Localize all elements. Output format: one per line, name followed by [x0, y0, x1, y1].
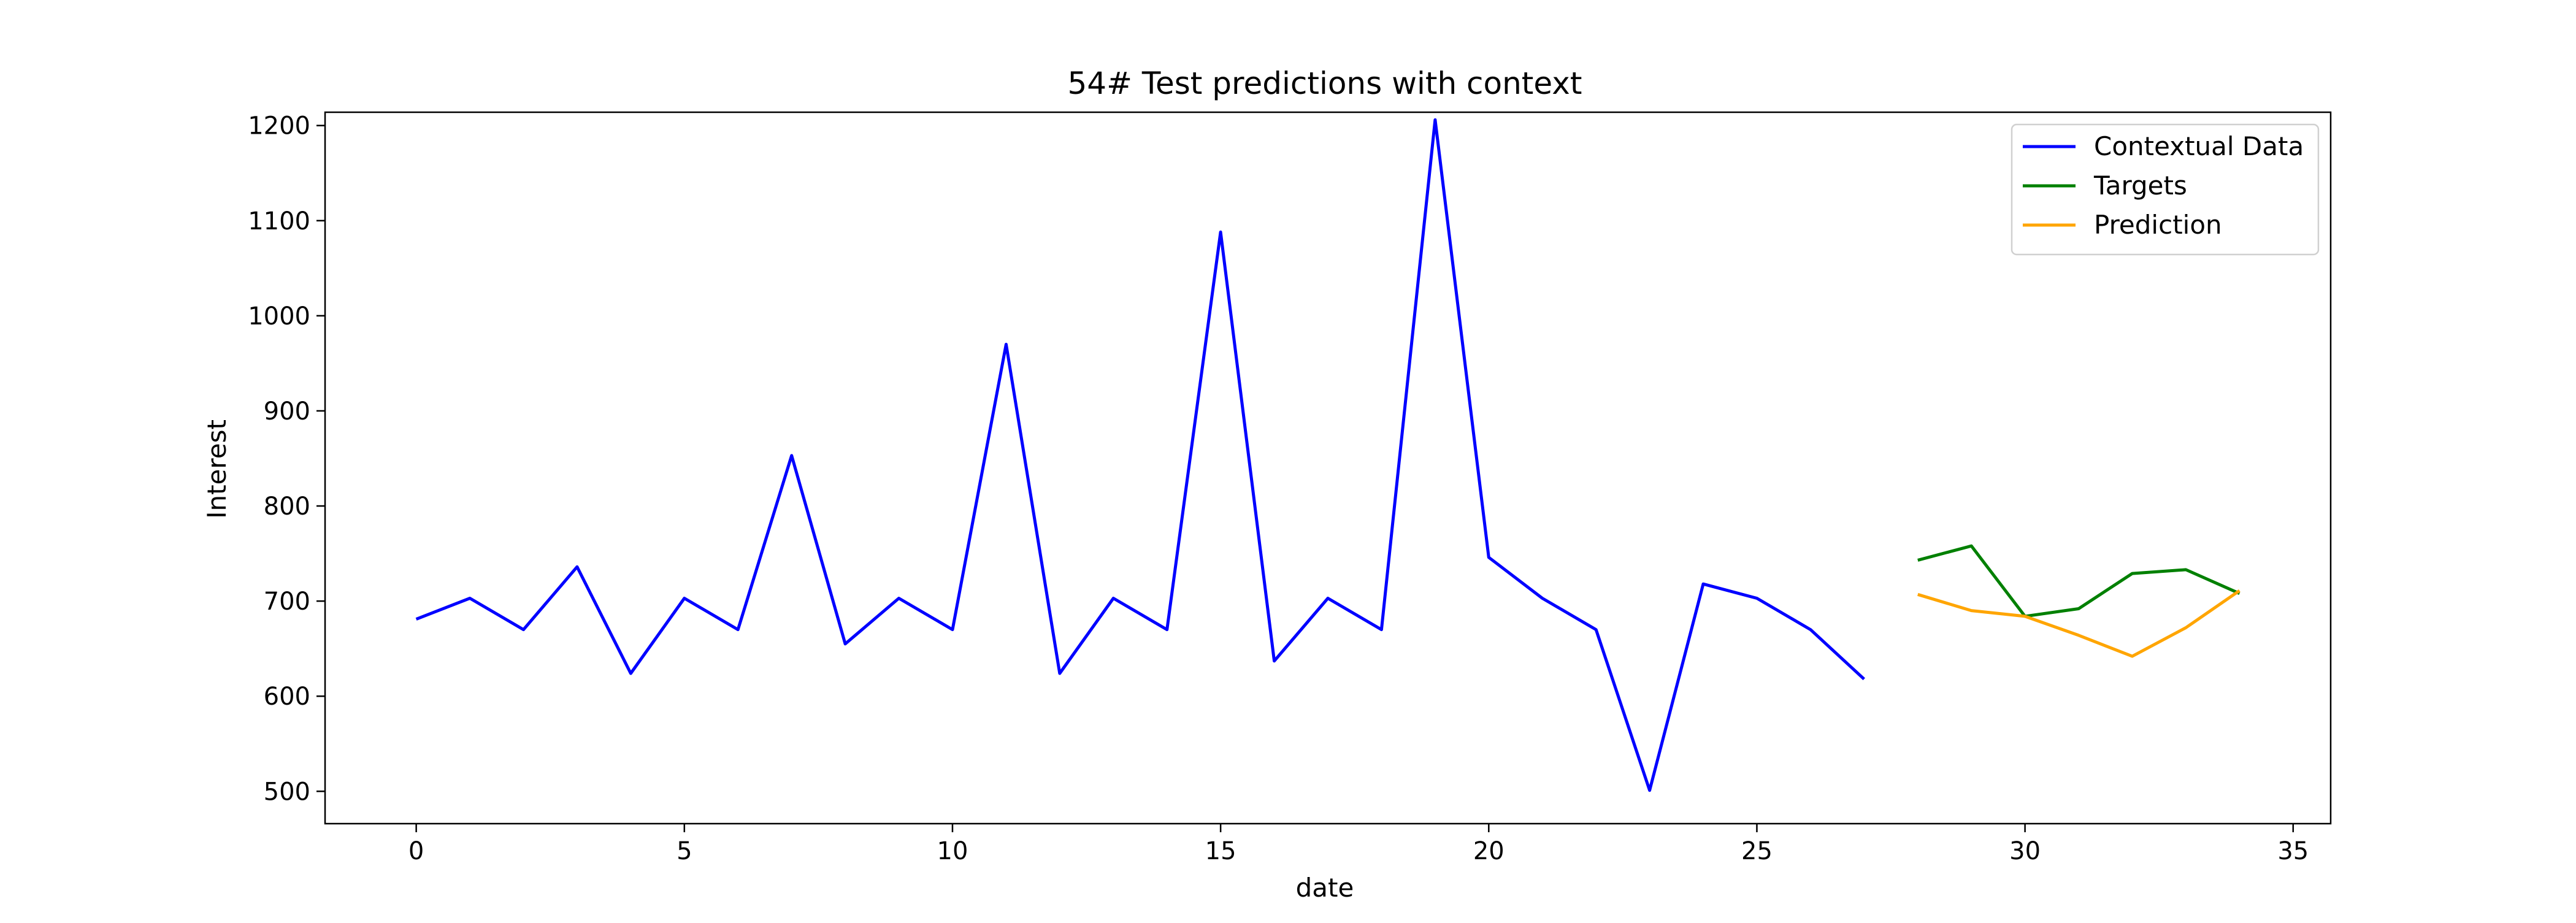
legend-label-targets: Targets [2093, 170, 2187, 201]
x-tick-label: 15 [1205, 837, 1236, 865]
y-tick-label: 600 [264, 683, 310, 711]
series-lines [415, 118, 2241, 792]
plot-frame [324, 111, 2332, 825]
legend-label-contextual-data: Contextual Data [2094, 131, 2304, 161]
x-tick-label: 10 [937, 837, 968, 865]
x-tick-label: 20 [1473, 837, 1505, 865]
legend-box [2011, 123, 2320, 256]
y-tick-label: 1200 [248, 112, 310, 140]
x-tick-label: 25 [1741, 837, 1773, 865]
x-tick-label: 5 [677, 837, 692, 865]
series-line-contextual-data [415, 118, 1865, 792]
y-tick-label: 500 [264, 778, 310, 806]
y-tick-label: 800 [264, 492, 310, 521]
x-tick-label: 0 [408, 837, 424, 865]
x-tick-label: 35 [2277, 837, 2309, 865]
y-tick-label: 1100 [248, 207, 310, 236]
legend: Contextual Data Targets Prediction [2011, 123, 2320, 256]
axes: 0 5 10 15 20 25 30 35 500 600 700 800 900 1000 1100 120… [248, 111, 2332, 865]
series-line-targets [1917, 544, 2241, 618]
series-line-prediction [1917, 589, 2241, 658]
chart-title: 54# Test predictions with context [1068, 66, 1582, 101]
y-tick-label: 700 [264, 588, 310, 616]
y-tick-label: 1000 [248, 302, 310, 331]
x-tick-label: 30 [2009, 837, 2041, 865]
y-tick-label: 900 [264, 397, 310, 426]
legend-label-prediction: Prediction [2094, 210, 2222, 240]
x-axis-label: date [1296, 873, 1354, 903]
y-axis-label: Interest [202, 419, 232, 519]
